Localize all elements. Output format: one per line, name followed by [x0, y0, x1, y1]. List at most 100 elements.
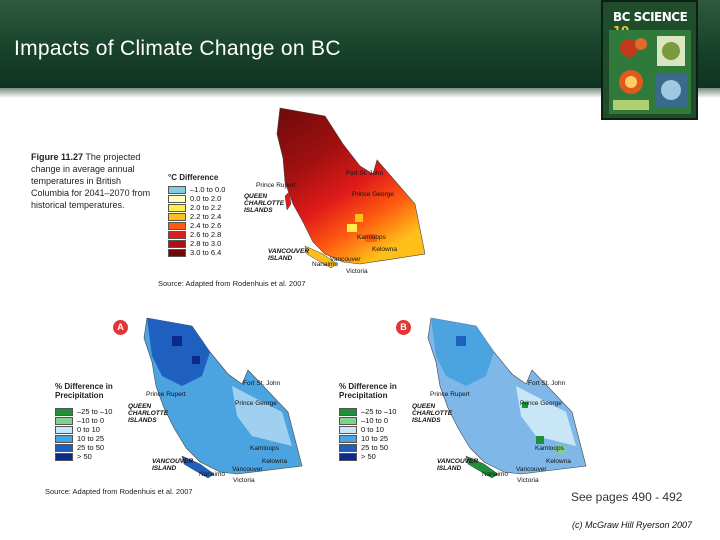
precip-legend-b-label: –10 to 0: [361, 416, 389, 425]
temperature-legend-row: 2.8 to 3.0: [168, 239, 225, 248]
map-b-label-queen-charlotte: QUEEN CHARLOTTE ISLANDS: [412, 403, 453, 424]
precip-legend-b-label: –25 to –10: [361, 407, 397, 416]
book-cover-art: [609, 30, 691, 114]
figure-caption-text: The projected change in average annual t…: [31, 152, 151, 210]
figure-label: Figure 11.27: [31, 152, 84, 162]
precip-legend-b-swatch: [339, 452, 357, 461]
map-a-badge: A: [113, 320, 128, 335]
see-pages-note: See pages 490 - 492: [571, 490, 683, 504]
precipitation-map-a: [143, 317, 303, 479]
precip-legend-b-row: 0 to 10: [339, 425, 396, 434]
map-a-label-vancouver-island: VANCOUVER ISLAND: [152, 458, 194, 472]
temperature-legend-swatch: [168, 194, 186, 203]
slide-title: Impacts of Climate Change on BC: [14, 37, 341, 60]
map-b-label-vancouver-island: VANCOUVER ISLAND: [437, 458, 479, 472]
temperature-change-map: [276, 107, 426, 269]
precip-legend-a-label: –10 to 0: [77, 416, 105, 425]
precip-legend-b-label: 10 to 25: [361, 434, 389, 443]
precipitation-map-b: [427, 317, 587, 479]
map-label-prince-george: Prince George: [352, 191, 394, 198]
precip-legend-a-swatch: [55, 434, 73, 443]
map-b-badge: B: [396, 320, 411, 335]
precip-legend-a-label: 0 to 10: [77, 425, 100, 434]
precip-legend-a-row: > 50: [55, 452, 112, 461]
precip-legend-a-swatch: [55, 407, 73, 416]
map-a-label-vancouver: Vancouver: [232, 466, 263, 473]
temperature-legend-row: 2.4 to 2.6: [168, 221, 225, 230]
map-b-label-prince-rupert: Prince Rupert: [430, 391, 470, 398]
temperature-legend-row: 0.0 to 2.0: [168, 194, 225, 203]
temperature-legend-label: 0.0 to 2.0: [190, 194, 222, 203]
precip-legend-a-row: –10 to 0: [55, 416, 112, 425]
temperature-legend-label: 2.0 to 2.2: [190, 203, 222, 212]
temperature-legend: –1.0 to 0.0 0.0 to 2.0 2.0 to 2.2 2.2 to 2.…: [168, 185, 225, 257]
map-label-nanaimo: Nanaimo: [312, 261, 339, 268]
precip-legend-b-row: 10 to 25: [339, 434, 396, 443]
map-b-label-nanaimo: Nanaimo: [482, 471, 509, 478]
precip-legend-a-row: –25 to –10: [55, 407, 112, 416]
temperature-legend-label: 2.4 to 2.6: [190, 221, 222, 230]
map-a-label-prince-rupert: Prince Rupert: [146, 391, 186, 398]
book-cover-title-part1: BC SCIENCE: [613, 10, 688, 24]
map-b-label-kelowna: Kelowna: [546, 458, 571, 465]
map-b-label-prince-george: Prince George: [520, 400, 562, 407]
map-a-label-victoria: Victoria: [233, 477, 255, 484]
precip-legend-a-row: 10 to 25: [55, 434, 112, 443]
temperature-legend-label: 2.2 to 2.4: [190, 212, 222, 221]
temperature-legend-label: –1.0 to 0.0: [190, 185, 226, 194]
map-b-label-fort-st-john: Fort St. John: [528, 380, 566, 387]
precip-legend-b-label: > 50: [361, 452, 376, 461]
precip-legend-a-label: > 50: [77, 452, 92, 461]
map-label-kelowna: Kelowna: [372, 246, 397, 253]
temperature-legend-row: 2.2 to 2.4: [168, 212, 225, 221]
map-a-label-kamloops: Kamloops: [250, 445, 279, 452]
map-label-prince-rupert: Prince Rupert: [256, 182, 296, 189]
map-label-vancouver: Vancouver: [330, 256, 361, 263]
map-a-label-fort-st-john: Fort St. John: [243, 380, 281, 387]
precip-legend-a-row: 25 to 50: [55, 443, 112, 452]
precip-legend-a-label: 25 to 50: [77, 443, 105, 452]
temperature-legend-swatch: [168, 203, 186, 212]
map-b-label-victoria: Victoria: [517, 477, 539, 484]
temperature-legend-label: 2.8 to 3.0: [190, 239, 222, 248]
precip-legend-b-row: > 50: [339, 452, 396, 461]
map-a-label-queen-charlotte: QUEEN CHARLOTTE ISLANDS: [128, 403, 169, 424]
temperature-legend-title: °C Difference: [168, 173, 219, 182]
precip-legend-b-row: 25 to 50: [339, 443, 396, 452]
map-b-label-kamloops: Kamloops: [535, 445, 564, 452]
map-a-label-prince-george: Prince George: [235, 400, 277, 407]
precip-legend-a-label: –25 to –10: [77, 407, 113, 416]
map-label-fort-st-john: Fort St. John: [346, 170, 384, 177]
figure-caption: Figure 11.27 The projected change in ave…: [31, 151, 156, 211]
temperature-legend-swatch: [168, 212, 186, 221]
precip-legend-b-swatch: [339, 425, 357, 434]
temperature-legend-swatch: [168, 221, 186, 230]
book-cover-image: BC SCIENCE 10: [601, 0, 698, 120]
temperature-legend-swatch: [168, 248, 186, 257]
temperature-legend-swatch: [168, 185, 186, 194]
precip-legend-b-title: % Difference in Precipitation: [339, 382, 397, 400]
temperature-legend-swatch: [168, 239, 186, 248]
map-label-queen-charlotte: QUEEN CHARLOTTE ISLANDS: [244, 193, 285, 214]
figure-source-bottom: Source: Adapted from Rodenhuis et al. 20…: [45, 487, 193, 496]
precip-legend-a-swatch: [55, 452, 73, 461]
slide-header: [0, 0, 720, 88]
temperature-legend-row: –1.0 to 0.0: [168, 185, 225, 194]
temperature-legend-row: 2.6 to 2.8: [168, 230, 225, 239]
temperature-legend-label: 2.6 to 2.8: [190, 230, 222, 239]
precip-legend-a-swatch: [55, 425, 73, 434]
map-label-victoria: Victoria: [346, 268, 368, 275]
precip-legend-b-label: 0 to 10: [361, 425, 384, 434]
precip-legend-b-swatch: [339, 443, 357, 452]
header-divider: [0, 88, 720, 98]
precip-legend-a-swatch: [55, 443, 73, 452]
map-a-label-nanaimo: Nanaimo: [199, 471, 226, 478]
precip-legend-a-swatch: [55, 416, 73, 425]
precip-legend-b-label: 25 to 50: [361, 443, 389, 452]
figure-source-top: Source: Adapted from Rodenhuis et al. 20…: [158, 279, 306, 288]
precip-legend-b-row: –25 to –10: [339, 407, 396, 416]
precip-legend-b-swatch: [339, 416, 357, 425]
copyright-note: (c) McGraw Hill Ryerson 2007: [572, 520, 693, 530]
